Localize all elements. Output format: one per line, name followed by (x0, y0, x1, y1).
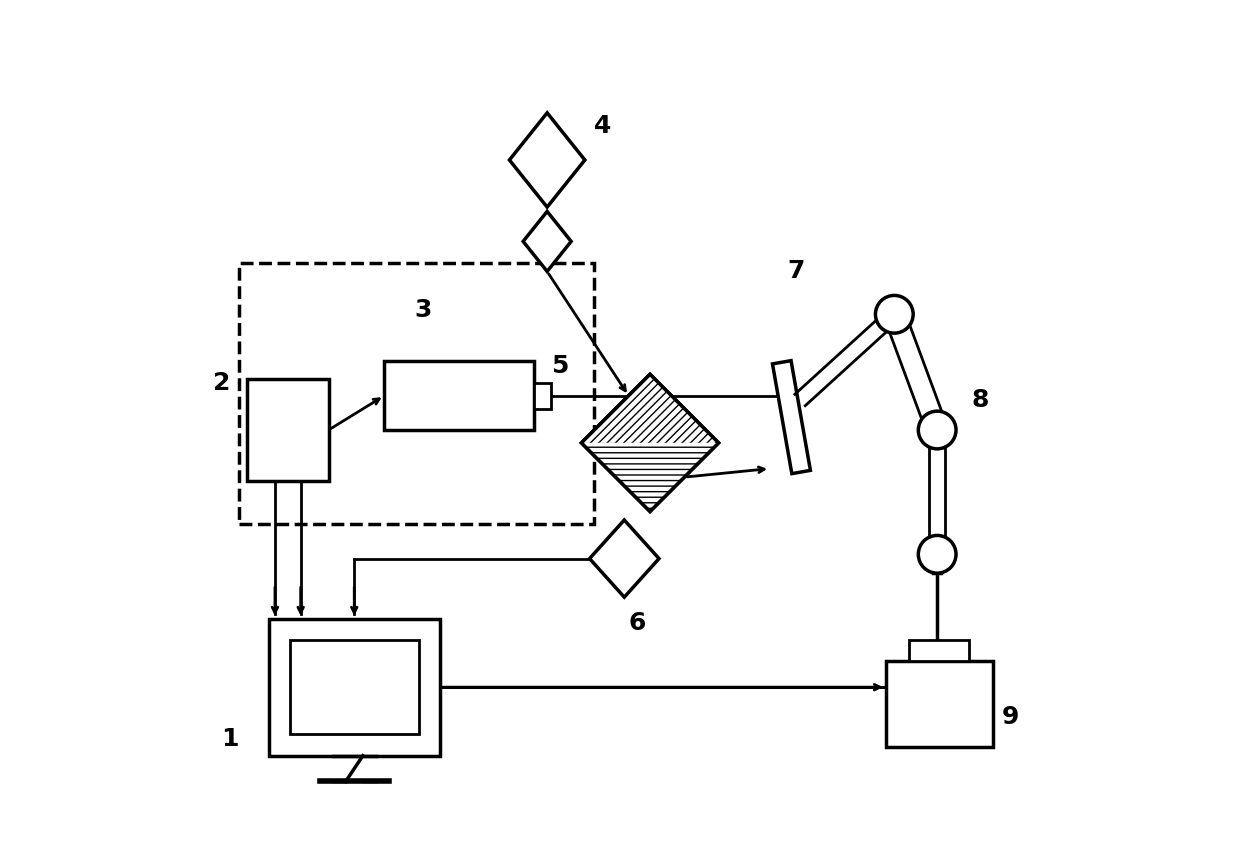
Text: 5: 5 (552, 353, 569, 378)
Text: 2: 2 (213, 371, 231, 395)
Polygon shape (650, 374, 719, 443)
Circle shape (875, 296, 913, 333)
Text: 7: 7 (787, 260, 805, 284)
Polygon shape (589, 520, 658, 597)
Bar (247, 378, 329, 482)
Polygon shape (582, 443, 650, 512)
Bar (384, 361, 534, 430)
Bar (269, 618, 440, 756)
Text: 9: 9 (1002, 705, 1019, 729)
Polygon shape (650, 443, 719, 512)
Polygon shape (582, 374, 719, 512)
Bar (238, 263, 594, 525)
Bar (534, 383, 552, 408)
Bar (290, 640, 419, 734)
Polygon shape (773, 360, 811, 474)
Polygon shape (510, 113, 585, 207)
Bar (885, 661, 993, 747)
Polygon shape (582, 374, 650, 443)
Bar (909, 640, 970, 661)
Text: 6: 6 (629, 611, 646, 635)
Text: 3: 3 (414, 298, 432, 322)
Text: 4: 4 (594, 114, 611, 138)
Text: 8: 8 (971, 388, 988, 412)
Polygon shape (523, 212, 572, 272)
Circle shape (919, 411, 956, 449)
Circle shape (919, 536, 956, 573)
Text: 1: 1 (221, 727, 239, 751)
